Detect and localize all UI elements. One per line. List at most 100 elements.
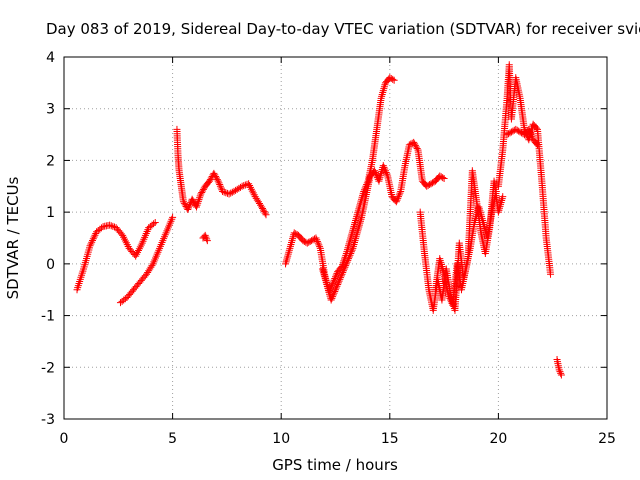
data-point-marker <box>186 200 194 208</box>
data-point-marker <box>336 275 344 283</box>
data-point-marker <box>282 258 290 266</box>
grid-lines <box>64 57 607 419</box>
data-point-marker <box>555 366 563 374</box>
data-series-segment-2e <box>494 61 555 278</box>
data-point-marker <box>228 188 236 196</box>
data-point-marker <box>410 138 418 146</box>
data-point-marker <box>312 234 320 242</box>
data-point-marker <box>308 237 316 245</box>
data-point-marker <box>371 168 379 176</box>
data-point-marker <box>315 241 323 249</box>
data-point-marker <box>507 128 515 136</box>
data-point-marker <box>413 145 421 153</box>
data-point-marker <box>188 195 196 203</box>
x-tick-label: 0 <box>60 431 69 447</box>
data-point-marker <box>88 238 96 246</box>
data-point-marker <box>372 170 380 178</box>
data-point-marker <box>212 174 220 182</box>
data-point-marker <box>212 172 220 180</box>
data-point-marker <box>380 85 388 93</box>
data-point-marker <box>394 193 402 201</box>
data-point-marker <box>288 239 296 247</box>
data-point-marker <box>335 277 343 285</box>
data-point-marker <box>313 237 321 245</box>
data-point-marker <box>387 75 395 83</box>
data-point-marker <box>169 213 177 221</box>
data-point-marker <box>151 218 159 226</box>
data-point-marker <box>329 280 337 288</box>
data-point-marker <box>299 237 307 245</box>
data-point-marker <box>424 181 432 189</box>
data-point-marker <box>225 190 233 198</box>
data-point-marker <box>383 170 391 178</box>
data-point-marker <box>180 199 188 207</box>
y-tick-label: -2 <box>41 360 55 376</box>
data-point-marker <box>328 281 336 289</box>
data-point-marker <box>526 127 534 135</box>
data-point-marker <box>346 251 354 259</box>
data-point-marker <box>285 246 293 254</box>
data-point-marker <box>284 252 292 260</box>
data-point-marker <box>328 294 336 302</box>
data-point-marker <box>303 239 311 247</box>
data-point-marker <box>199 185 207 193</box>
data-point-marker <box>347 250 355 258</box>
data-point-marker <box>215 179 223 187</box>
data-point-marker <box>423 182 431 190</box>
data-point-marker <box>444 291 452 299</box>
data-point-marker <box>288 237 296 245</box>
data-point-marker <box>332 271 340 279</box>
y-tick-label: 1 <box>46 205 55 221</box>
data-point-marker <box>547 270 555 278</box>
x-tick-label: 25 <box>598 431 616 447</box>
data-point-marker <box>216 181 224 189</box>
data-point-marker <box>97 224 105 232</box>
data-point-marker <box>503 131 511 139</box>
data-point-marker <box>345 255 353 263</box>
data-point-marker <box>314 239 322 247</box>
data-point-marker <box>206 176 214 184</box>
data-point-marker <box>378 90 386 98</box>
data-point-marker <box>533 141 541 149</box>
data-point-marker <box>289 235 297 243</box>
data-point-marker <box>411 140 419 148</box>
y-tick-label: -3 <box>41 412 55 428</box>
data-series-segment-1b <box>116 213 177 307</box>
data-point-marker <box>259 205 267 213</box>
data-point-marker <box>528 134 536 142</box>
data-series-segment-2b <box>318 138 448 304</box>
data-point-marker <box>492 187 500 195</box>
data-point-marker <box>283 254 291 262</box>
data-point-marker <box>327 296 335 304</box>
data-point-marker <box>305 238 313 246</box>
data-point-marker <box>505 130 513 138</box>
data-point-marker <box>437 173 445 181</box>
data-point-marker <box>329 293 337 301</box>
data-point-marker <box>148 262 156 270</box>
data-series-segment-2d <box>431 187 500 309</box>
data-point-marker <box>306 237 314 245</box>
data-point-marker <box>262 211 270 219</box>
data-point-marker <box>386 74 394 82</box>
x-axis-label: GPS time / hours <box>272 456 398 474</box>
data-point-marker <box>532 140 540 148</box>
data-point-marker <box>528 132 536 140</box>
x-tick-label: 10 <box>272 431 290 447</box>
data-series-segment-2f <box>503 125 541 149</box>
data-point-marker <box>89 237 97 245</box>
data-point-marker <box>516 128 524 136</box>
data-point-marker <box>515 127 523 135</box>
data-point-marker <box>241 181 249 189</box>
data-point-marker <box>498 195 506 203</box>
data-point-marker <box>412 143 420 151</box>
data-series-segment-3 <box>553 356 565 379</box>
data-point-marker <box>260 208 268 216</box>
data-point-marker <box>261 209 269 217</box>
data-point-marker <box>287 240 295 248</box>
data-point-marker <box>313 236 321 244</box>
data-point-marker <box>201 231 209 239</box>
data-point-marker <box>392 198 400 206</box>
data-point-marker <box>197 190 205 198</box>
data-point-marker <box>532 124 540 132</box>
data-point-marker <box>348 246 356 254</box>
